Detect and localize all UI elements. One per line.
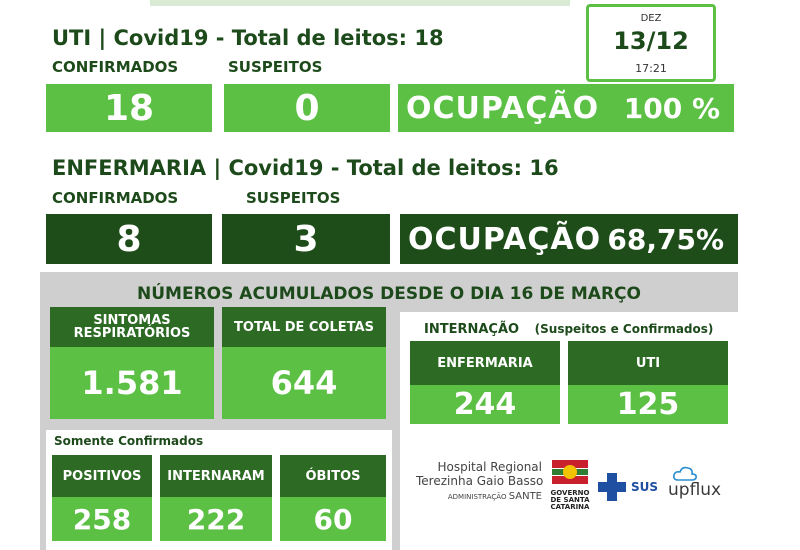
internaram-value: 222 <box>186 502 246 536</box>
gov-line2: DE SANTA <box>550 496 590 504</box>
date-box: DEZ 13/12 17:21 <box>586 4 716 82</box>
enfermaria-title: ENFERMARIA | Covid19 - Total de leitos: … <box>52 156 559 180</box>
enfermaria-suspected-label: SUSPEITOS <box>246 189 341 207</box>
obitos-label: ÓBITOS <box>305 468 361 484</box>
accumulated-title: NÚMEROS ACUMULADOS DESDE O DIA 16 DE MAR… <box>137 284 641 304</box>
positivos-header: POSITIVOS <box>52 455 152 497</box>
uti-suspected-value: 0 <box>294 87 320 129</box>
santa-catarina-logo: GOVERNO DE SANTA CATARINA <box>548 458 592 511</box>
enfermaria-occupancy-label: OCUPAÇÃO <box>408 221 602 257</box>
logos-panel <box>400 430 738 550</box>
hospital-name-line2: Terezinha Gaio Basso <box>416 474 544 488</box>
hospital-admin-line: ADMINISTRAÇÃO SANTE <box>416 490 542 504</box>
enfermaria-suspected-value: 3 <box>293 218 319 260</box>
int-uti-body: 125 <box>568 385 728 424</box>
uti-occupancy-box: OCUPAÇÃO 100 % <box>398 84 734 132</box>
sus-cross-icon <box>598 473 626 501</box>
coletas-value: 644 <box>270 364 338 402</box>
top-strip <box>150 0 570 6</box>
uti-title: UTI | Covid19 - Total de leitos: 18 <box>52 26 444 50</box>
enfermaria-occupancy-box: OCUPAÇÃO 68,75% <box>400 214 738 264</box>
date-day: 13/12 <box>613 27 689 55</box>
enfermaria-suspected-box: 3 <box>222 214 390 264</box>
coletas-card-header: TOTAL DE COLETAS <box>222 307 386 347</box>
confirmed-title: Somente Confirmados <box>54 434 204 448</box>
int-uti-value: 125 <box>616 387 680 422</box>
sus-text: SUS <box>631 480 659 494</box>
gov-line3: CATARINA <box>550 503 590 511</box>
coletas-card-body: 644 <box>222 347 386 419</box>
date-time: 17:21 <box>635 62 667 75</box>
coletas-label: TOTAL DE COLETAS <box>234 319 374 335</box>
uti-occupancy-label: OCUPAÇÃO <box>406 90 600 126</box>
uti-confirmed-value: 18 <box>103 87 155 129</box>
enfermaria-confirmed-label: CONFIRMADOS <box>52 189 179 207</box>
int-enfermaria-body: 244 <box>410 385 560 424</box>
int-enfermaria-value: 244 <box>453 387 517 422</box>
sintomas-card-body: 1.581 <box>50 347 214 419</box>
internaram-label: INTERNARAM <box>167 468 265 484</box>
int-uti-label: UTI <box>635 355 661 371</box>
positivos-label: POSITIVOS <box>62 468 142 484</box>
sus-logo: SUS <box>597 470 663 504</box>
obitos-body: 60 <box>280 497 386 541</box>
uti-confirmed-label: CONFIRMADOS <box>52 58 179 76</box>
sintomas-value: 1.581 <box>81 364 183 402</box>
date-month: DEZ <box>640 13 662 24</box>
enfermaria-confirmed-box: 8 <box>46 214 212 264</box>
gov-line1: GOVERNO <box>550 489 590 497</box>
upflux-logo: upflux <box>668 464 732 504</box>
int-enfermaria-label: ENFERMARIA <box>437 355 533 371</box>
sintomas-label-line2: RESPIRATÓRIOS <box>73 326 191 341</box>
positivos-value: 258 <box>72 502 132 536</box>
int-enfermaria-header: ENFERMARIA <box>410 341 560 385</box>
hospital-sante: SANTE <box>508 491 542 502</box>
internacao-title: INTERNAÇÃO <box>424 322 520 337</box>
uti-suspected-label: SUSPEITOS <box>228 58 323 76</box>
cloud-icon <box>673 466 697 481</box>
santa-catarina-emblem-icon <box>552 460 588 484</box>
obitos-value: 60 <box>313 502 353 536</box>
hospital-name-line1: Hospital Regional <box>437 460 542 474</box>
obitos-header: ÓBITOS <box>280 455 386 497</box>
internacao-subtitle: (Suspeitos e Confirmados) <box>534 322 714 336</box>
hospital-logo: Hospital Regional Terezinha Gaio Basso A… <box>416 460 544 504</box>
uti-occupancy-value: 100 % <box>623 91 720 125</box>
internaram-body: 222 <box>160 497 272 541</box>
hospital-admin: ADMINISTRAÇÃO <box>447 493 507 501</box>
enfermaria-confirmed-value: 8 <box>116 218 142 260</box>
sintomas-label-line1: SINTOMAS <box>93 313 171 328</box>
positivos-body: 258 <box>52 497 152 541</box>
upflux-text: upflux <box>668 480 722 500</box>
enfermaria-occupancy-value: 68,75% <box>607 222 724 256</box>
uti-suspected-box: 0 <box>224 84 390 132</box>
internacao-title-row: INTERNAÇÃO (Suspeitos e Confirmados) <box>424 318 713 337</box>
sintomas-card-header: SINTOMAS RESPIRATÓRIOS <box>50 307 214 347</box>
int-uti-header: UTI <box>568 341 728 385</box>
uti-confirmed-box: 18 <box>46 84 212 132</box>
internaram-header: INTERNARAM <box>160 455 272 497</box>
